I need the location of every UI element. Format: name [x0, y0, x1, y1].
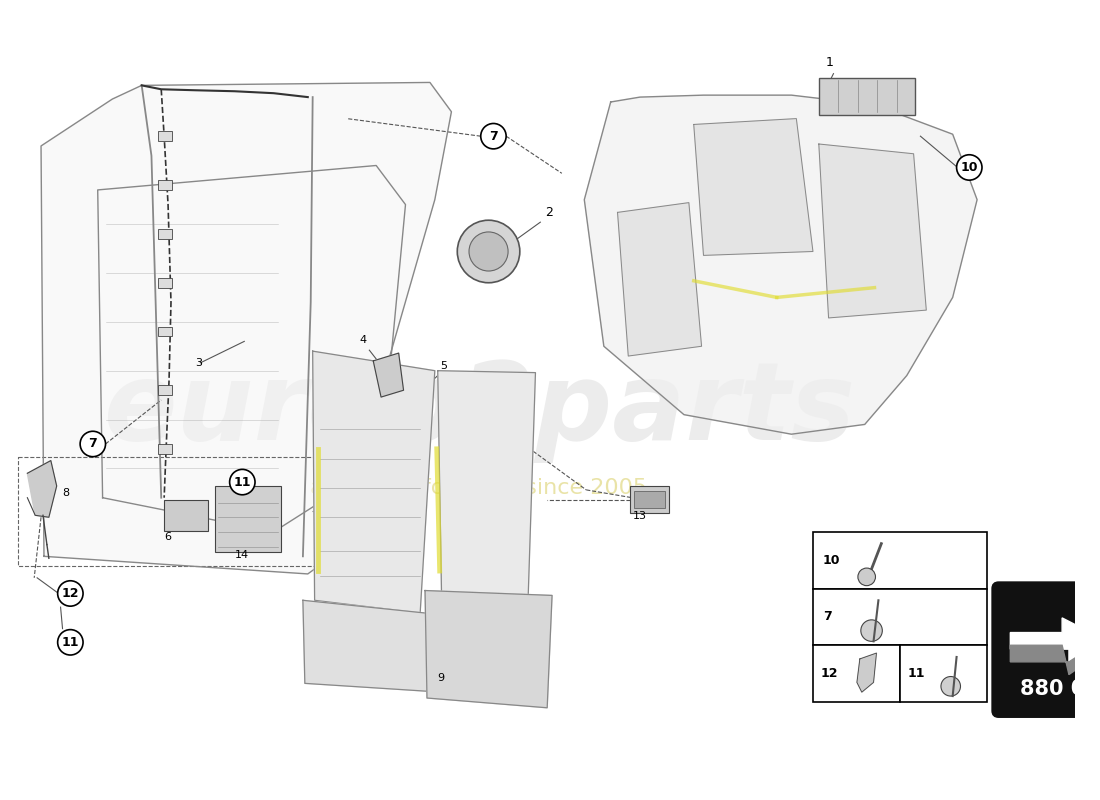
Polygon shape [1010, 646, 1069, 674]
Text: 7: 7 [490, 130, 498, 142]
FancyBboxPatch shape [813, 532, 987, 589]
Text: 12: 12 [62, 587, 79, 600]
Bar [630, 486, 669, 514]
Polygon shape [694, 118, 813, 255]
Text: a passion for parts since 2005: a passion for parts since 2005 [310, 478, 647, 498]
Circle shape [230, 470, 255, 494]
Bar [214, 486, 282, 553]
Text: 11: 11 [62, 636, 79, 649]
Text: 7: 7 [88, 438, 97, 450]
Polygon shape [373, 353, 404, 397]
Text: 7: 7 [823, 610, 832, 623]
Text: 1: 1 [826, 56, 834, 69]
FancyBboxPatch shape [992, 582, 1100, 717]
Circle shape [469, 232, 508, 271]
Text: 9: 9 [437, 674, 444, 683]
Circle shape [858, 568, 876, 586]
Polygon shape [617, 202, 702, 356]
Circle shape [940, 677, 960, 696]
Bar [158, 278, 172, 288]
Text: 12: 12 [821, 667, 838, 680]
Text: 11: 11 [908, 667, 925, 680]
Text: 10: 10 [823, 554, 840, 566]
Polygon shape [438, 370, 536, 613]
Text: 4: 4 [360, 335, 366, 346]
Bar [158, 326, 172, 337]
Bar [158, 386, 172, 395]
Text: 2: 2 [546, 206, 553, 219]
Circle shape [57, 630, 84, 655]
Bar [158, 229, 172, 238]
Bar [158, 180, 172, 190]
Polygon shape [28, 461, 57, 518]
Bar [164, 500, 208, 531]
Polygon shape [818, 144, 926, 318]
Bar [158, 444, 172, 454]
FancyBboxPatch shape [813, 646, 900, 702]
Polygon shape [1069, 639, 1100, 674]
Polygon shape [857, 653, 877, 692]
FancyBboxPatch shape [900, 646, 987, 702]
Text: 10: 10 [960, 161, 978, 174]
Bar [634, 491, 665, 509]
Polygon shape [312, 351, 434, 613]
Polygon shape [584, 95, 977, 434]
Text: 6: 6 [164, 532, 172, 542]
Bar [818, 78, 914, 114]
Circle shape [957, 154, 982, 180]
Text: 13: 13 [634, 511, 647, 522]
Circle shape [861, 620, 882, 642]
Polygon shape [302, 600, 547, 698]
Bar [158, 131, 172, 141]
Text: 880 01: 880 01 [1020, 679, 1100, 699]
Polygon shape [41, 82, 451, 574]
Polygon shape [425, 590, 552, 708]
FancyBboxPatch shape [813, 589, 987, 646]
Polygon shape [1010, 618, 1100, 662]
Text: 14: 14 [234, 550, 249, 560]
Text: 8: 8 [63, 488, 69, 498]
Text: europ2parts: europ2parts [102, 357, 855, 462]
Circle shape [80, 431, 106, 457]
Circle shape [57, 581, 84, 606]
Text: 5: 5 [440, 361, 447, 370]
Text: 11: 11 [233, 475, 251, 489]
Text: 3: 3 [196, 358, 202, 368]
Circle shape [458, 220, 520, 282]
Circle shape [481, 123, 506, 149]
